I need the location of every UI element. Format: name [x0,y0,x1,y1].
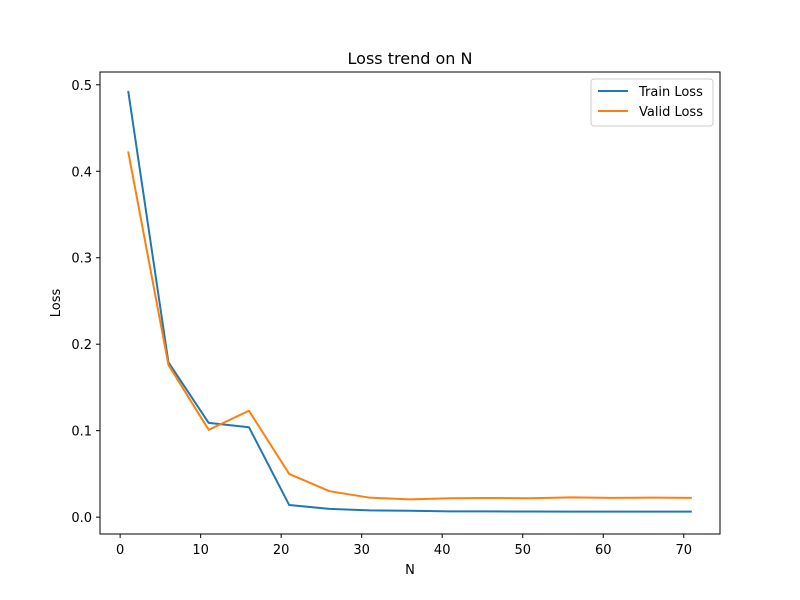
axes [99,71,721,535]
y-axis-label: Loss [49,289,64,318]
plot-frame [99,71,721,535]
series-line-valid-loss [127,151,692,501]
x-tick-label: 10 [192,543,209,558]
series-lines [127,90,692,513]
x-tick-label: 0 [116,543,124,558]
y-tick-label: 0.3 [71,252,92,267]
y-tick-label: 0.4 [71,165,92,180]
y-tick-label: 0.5 [71,79,92,94]
plot-background [100,72,720,534]
y-axis-ticks: 0.0 0.1 0.2 0.3 0.4 0.5 [71,79,100,526]
x-tick-label: 30 [353,543,370,558]
x-axis-ticks: 0 10 20 30 40 50 60 70 [116,534,692,558]
chart-title: Loss trend on N [348,49,473,68]
x-tick-label: 20 [273,543,290,558]
legend-label-valid-loss: Valid Loss [639,105,703,120]
x-axis-label: N [405,563,415,578]
y-tick-label: 0.0 [71,511,92,526]
x-tick-label: 70 [675,543,692,558]
legend-label-train-loss: Train Loss [638,85,703,100]
x-tick-label: 50 [514,543,531,558]
x-tick-label: 40 [434,543,451,558]
y-tick-label: 0.1 [71,425,92,440]
legend: Train Loss Valid Loss [590,78,714,127]
x-tick-label: 60 [595,543,612,558]
y-tick-label: 0.2 [71,338,92,353]
